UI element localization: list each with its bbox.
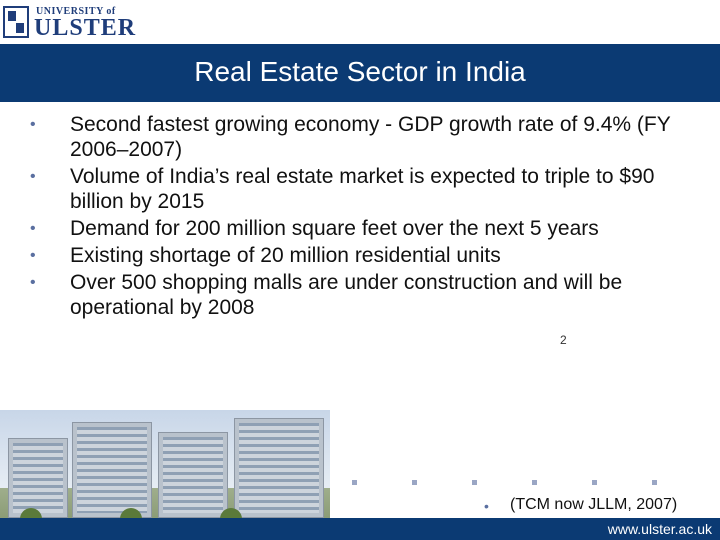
bullet-text: Second fastest growing economy - GDP gro… (70, 113, 671, 161)
citation-bullet-icon: • (484, 498, 489, 514)
decorative-dot (592, 480, 597, 485)
bullet-text: Existing shortage of 20 million resident… (70, 244, 501, 267)
title-bar: Real Estate Sector in India (0, 44, 720, 102)
footer-bar: www.ulster.ac.uk (0, 518, 720, 540)
bullet-text: Over 500 shopping malls are under constr… (70, 271, 623, 319)
decorative-dot-row (340, 480, 670, 490)
bullet-item: • Existing shortage of 20 million reside… (30, 243, 710, 268)
bullet-dot-icon: • (30, 168, 36, 185)
bullet-item: • Over 500 shopping malls are under cons… (30, 270, 710, 320)
logo-university-text: UNIVERSITY of (36, 6, 116, 17)
decorative-dot (352, 480, 357, 485)
bullet-dot-icon: • (30, 247, 36, 264)
decorative-dot (412, 480, 417, 485)
bullet-list: • Second fastest growing economy - GDP g… (30, 112, 710, 322)
building-shape (8, 438, 68, 518)
bullet-item: • Volume of India’s real estate market i… (30, 164, 710, 214)
building-shape (158, 432, 228, 518)
footer-url-link[interactable]: www.ulster.ac.uk (607, 521, 712, 537)
crest-icon (3, 6, 29, 38)
bullet-dot-icon: • (30, 116, 36, 133)
bullet-text: Demand for 200 million square feet over … (70, 217, 599, 240)
building-shape (234, 418, 324, 518)
bullet-item: • Demand for 200 million square feet ove… (30, 216, 710, 241)
bullet-dot-icon: • (30, 274, 36, 291)
building-shape (72, 422, 152, 518)
decorative-dot (652, 480, 657, 485)
bullet-item: • Second fastest growing economy - GDP g… (30, 112, 710, 162)
bullet-dot-icon: • (30, 220, 36, 237)
decorative-dot (532, 480, 537, 485)
citation-text: (TCM now JLLM, 2007) (510, 496, 678, 513)
slide-title: Real Estate Sector in India (194, 56, 526, 87)
decorative-dot (472, 480, 477, 485)
page-number: 2 (560, 333, 567, 347)
bullet-text: Volume of India’s real estate market is … (70, 165, 655, 213)
logo-name: ULSTER (34, 15, 137, 41)
university-logo: UNIVERSITY of ULSTER (0, 0, 140, 44)
